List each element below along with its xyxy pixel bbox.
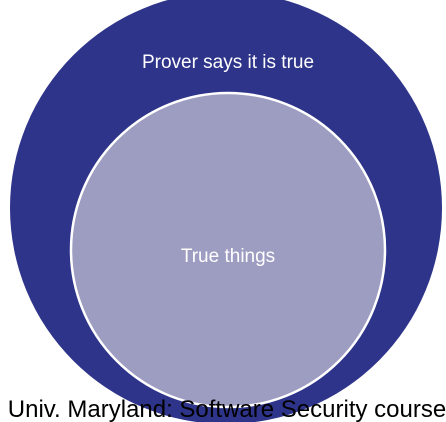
inner-set-label: True things — [181, 246, 275, 267]
inner-set-circle — [69, 91, 387, 409]
outer-set-label: Prover says it is true — [142, 52, 314, 73]
slide-caption: Univ. Maryland: Software Security course — [7, 396, 446, 422]
